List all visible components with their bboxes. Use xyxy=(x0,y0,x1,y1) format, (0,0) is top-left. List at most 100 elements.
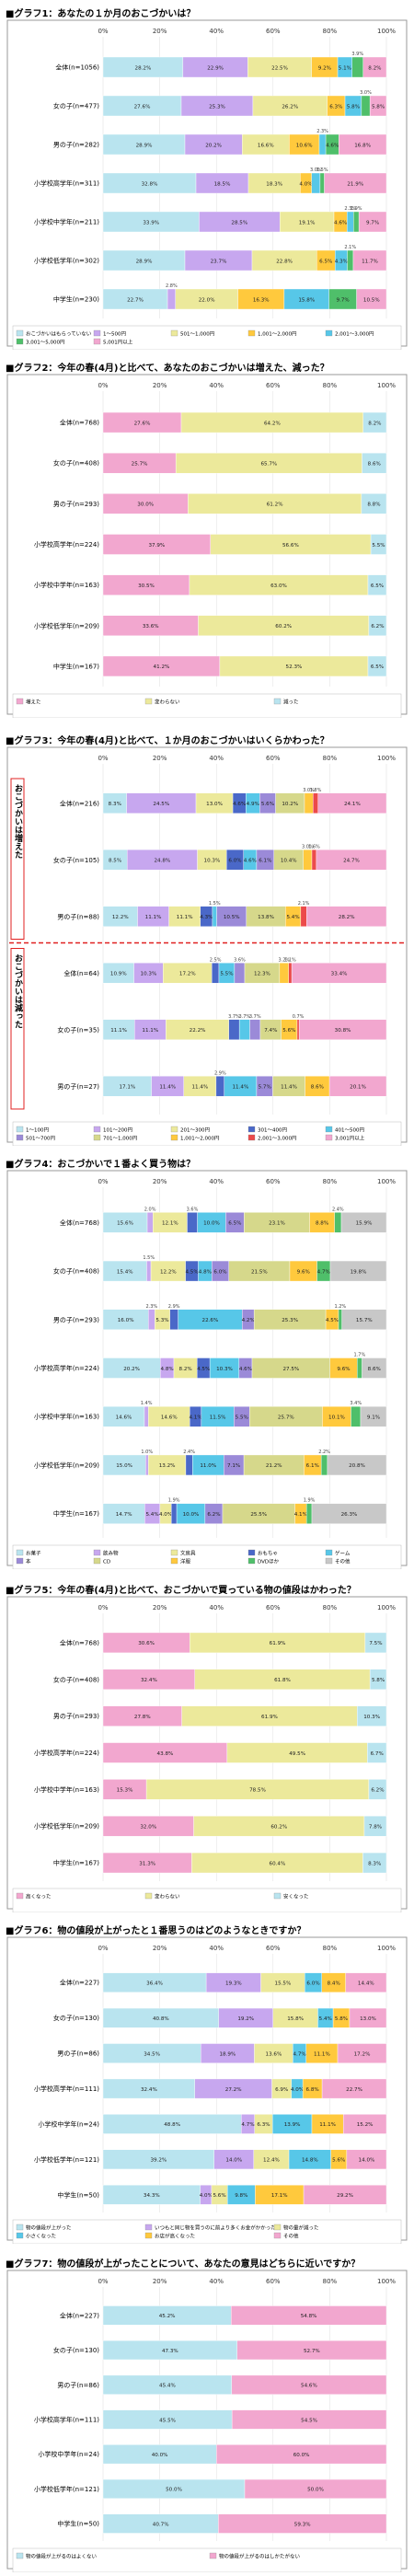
data-label: 59.3% xyxy=(294,2522,311,2527)
data-label: 11.4% xyxy=(191,1085,208,1091)
axis-tick-label: 20% xyxy=(153,1604,167,1611)
category-label: 全体(n=227) xyxy=(60,1979,99,1987)
bar-segment xyxy=(351,1406,362,1427)
legend-box xyxy=(12,2547,402,2572)
data-label: 27.6% xyxy=(134,104,151,110)
bar-segment xyxy=(291,963,387,984)
data-label: 5.6% xyxy=(261,802,274,807)
data-label: 15.2% xyxy=(357,2122,374,2128)
data-label: 22.5% xyxy=(271,65,288,71)
data-label: 14.8% xyxy=(302,2158,318,2164)
data-label: 16.6% xyxy=(258,143,274,148)
legend-swatch xyxy=(16,1549,24,1556)
data-label: 25.7% xyxy=(132,462,148,468)
data-label: 28.2% xyxy=(135,65,152,71)
category-label: 小学校高学年(n=111) xyxy=(34,2085,99,2093)
category-label: 女の子(n=408) xyxy=(53,459,99,468)
data-label: 23.1% xyxy=(269,1221,285,1227)
bar-segment xyxy=(238,1019,250,1040)
data-label: 10.3% xyxy=(204,859,221,864)
data-label: 1.9% xyxy=(351,206,362,212)
legend-label: 本 xyxy=(26,1558,31,1565)
bar-segment xyxy=(329,1260,387,1282)
data-label: 52.7% xyxy=(304,2349,320,2354)
data-label: 56.6% xyxy=(282,543,299,549)
data-label: 1.6% xyxy=(308,844,320,849)
legend-swatch xyxy=(93,1126,101,1133)
data-label: 54.6% xyxy=(301,2384,317,2389)
data-label: 11.7% xyxy=(362,259,378,264)
data-label: 20.1% xyxy=(350,1085,366,1091)
legend-label: おこづかいはもらっていない xyxy=(26,330,92,338)
data-label: 2.3% xyxy=(316,129,328,134)
data-label: 5.5% xyxy=(220,972,233,977)
category-label: 小学校中学年(n=163) xyxy=(34,581,99,589)
bar-segment xyxy=(362,56,387,78)
bar-segment xyxy=(288,963,293,984)
bar-segment xyxy=(319,172,325,194)
legend-label: 安くなった xyxy=(283,1893,309,1900)
data-label: 50.0% xyxy=(166,2488,182,2493)
data-label: 60.2% xyxy=(270,1825,287,1831)
data-label: 4.0% xyxy=(299,181,312,187)
axis-tick-label: 0% xyxy=(98,382,108,389)
bar-segment xyxy=(321,2078,387,2099)
data-label: 34.3% xyxy=(144,2193,160,2199)
legend-label: お店が高くなった xyxy=(155,2233,195,2240)
data-label: 41.2% xyxy=(154,664,170,670)
data-label: 4.6% xyxy=(233,802,246,807)
data-label: 9.7% xyxy=(366,220,379,225)
bar-segment xyxy=(185,1454,193,1476)
axis-tick-label: 60% xyxy=(266,755,281,762)
data-label: 6.7% xyxy=(371,1751,384,1757)
bar-segment xyxy=(352,249,387,271)
data-label: 52.3% xyxy=(286,664,303,670)
chart-panel-2: ■グラフ2：今年の春(4月)と比べて、あなたのおこづかいは増えた、減った？ 0% 2… xyxy=(0,354,414,718)
group-label-box xyxy=(10,948,25,1110)
category-label: 中学生(n=167) xyxy=(53,662,99,670)
chart-svg: 0% 20% 40% 60% 80% 100% 全体(n=1056) 28.2% 22.9% 22… xyxy=(6,19,408,350)
bar-segment xyxy=(171,1503,178,1524)
data-label: 6.0% xyxy=(228,859,241,864)
bar-segment xyxy=(339,133,387,156)
data-label: 19.1% xyxy=(299,220,316,225)
chart-title: ■グラフ4：おこづかいで１番よく買う物は？ xyxy=(6,1160,196,1170)
data-label: 8.6% xyxy=(368,1367,381,1372)
axis-tick-label: 40% xyxy=(209,28,224,35)
data-label: 30.8% xyxy=(335,1028,351,1034)
data-label: 12.1% xyxy=(162,1221,178,1227)
legend-label: 401〜500円 xyxy=(335,1127,364,1134)
bar-segment xyxy=(249,1019,261,1040)
legend-swatch xyxy=(144,1892,153,1900)
chart-panel-1: ■グラフ1：あなたの１か月のおこづかいは？ 0% 20% 40% 60% 80% 100% 全… xyxy=(0,0,414,350)
legend-label: 101〜200円 xyxy=(103,1127,132,1134)
category-label: 男の子(n=27) xyxy=(57,1083,99,1091)
axis-tick-label: 60% xyxy=(266,1604,281,1611)
data-label: 10.9% xyxy=(110,972,127,977)
bar-segment xyxy=(362,411,387,433)
data-label: 14.6% xyxy=(116,1415,132,1421)
data-label: 8.8% xyxy=(367,502,380,508)
data-label: 1.5% xyxy=(316,167,328,173)
legend-swatch xyxy=(144,698,153,705)
category-label: 小学校高学年(n=224) xyxy=(34,1364,99,1372)
legend-swatch xyxy=(16,2232,24,2239)
category-label: 小学校中学年(n=24) xyxy=(38,2450,99,2458)
data-label: 15.5% xyxy=(275,1981,292,1987)
data-label: 11.4% xyxy=(232,1085,248,1091)
chart-panel-3: ■グラフ3：今年の春(4月)と比べて、１か月のおこづかいはいくらかわった？ 0% 2… xyxy=(0,727,414,1146)
data-label: 11.1% xyxy=(110,1028,127,1034)
axis-tick-label: 60% xyxy=(266,2278,281,2285)
data-label: 37.9% xyxy=(148,543,165,549)
data-label: 4.2% xyxy=(242,1318,255,1323)
legend-label: 201〜300円 xyxy=(180,1127,210,1134)
data-label: 30.0% xyxy=(137,502,154,508)
data-label: 20.8% xyxy=(349,1463,365,1469)
bar-segment xyxy=(304,792,314,814)
bar-segment xyxy=(347,249,354,271)
legend-label: 物の値段が上がるのはよくない xyxy=(26,2553,98,2560)
data-label: 10.6% xyxy=(296,143,313,148)
group-label: おこづかいは増えた xyxy=(13,784,23,860)
bar-segment xyxy=(146,1212,154,1233)
